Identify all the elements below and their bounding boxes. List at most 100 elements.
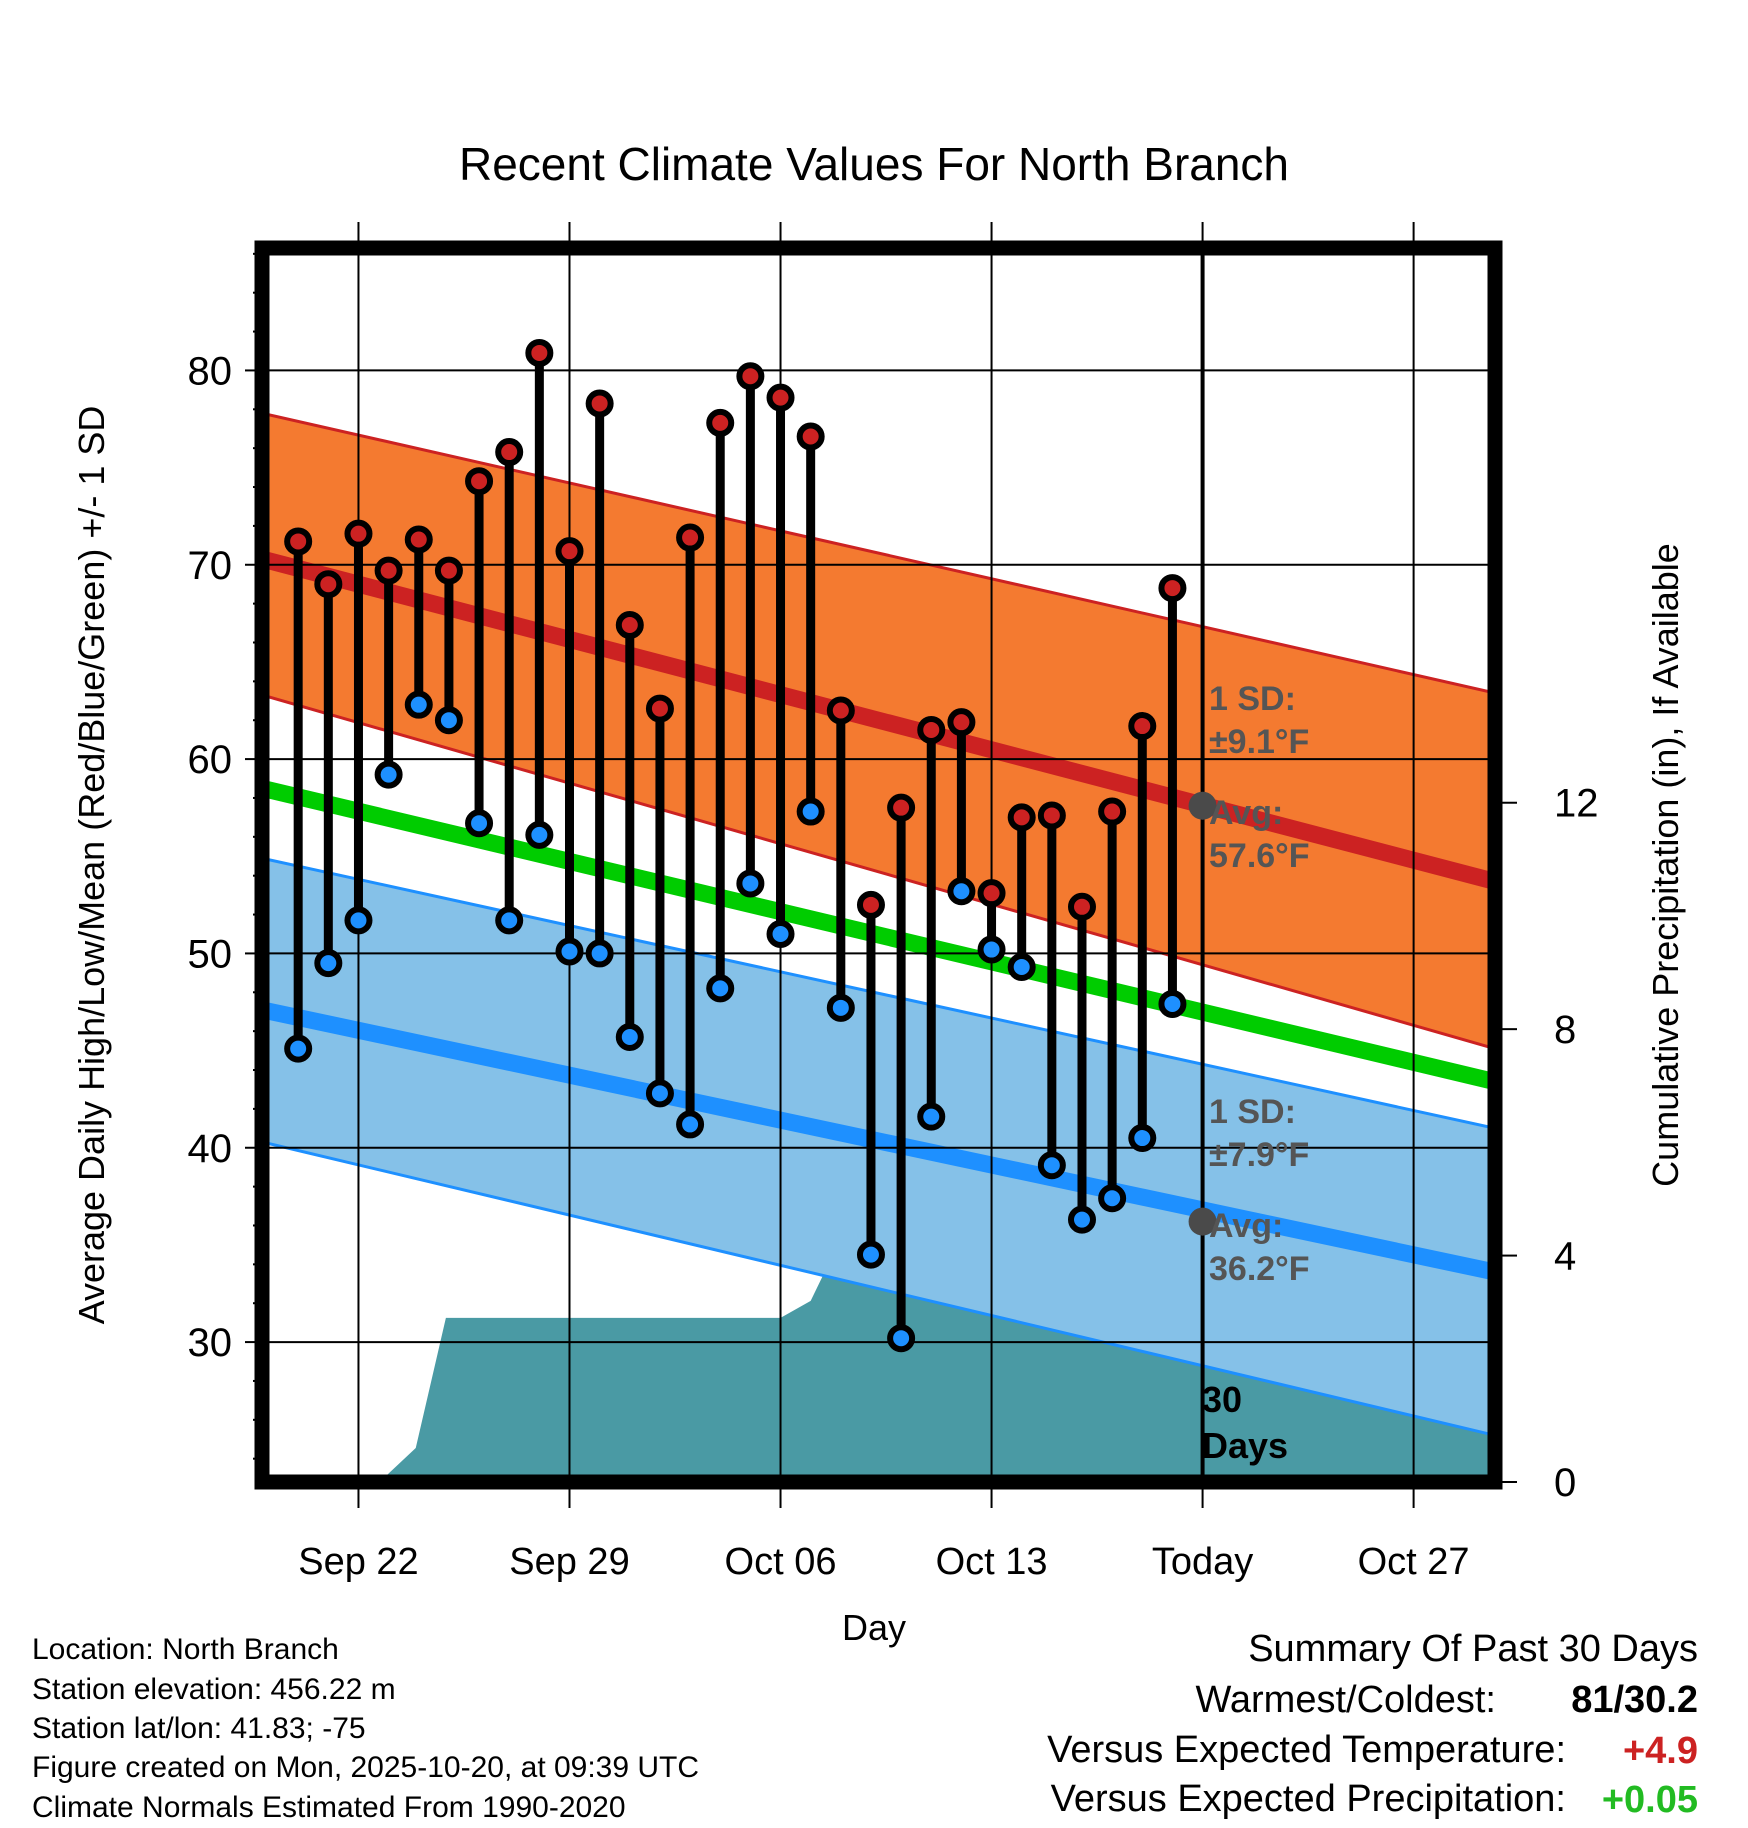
daily-low-point (374, 760, 403, 789)
summary-precip-label: Versus Expected Precipitation: (1051, 1778, 1566, 1820)
daily-high-point (947, 708, 976, 737)
daily-low-point (947, 877, 976, 906)
low-sd-label: 1 SD: (1209, 1093, 1296, 1131)
daily-low-point (1158, 989, 1187, 1018)
daily-high-point (645, 694, 674, 723)
daily-low-point (977, 935, 1006, 964)
x-tick-label: Oct 13 (936, 1541, 1048, 1583)
daily-low-point (736, 869, 765, 898)
daily-high-point (1098, 797, 1127, 826)
daily-high-point (766, 383, 795, 412)
daily-low-point (615, 1022, 644, 1051)
daily-high-point (284, 527, 313, 556)
chart-title: Recent Climate Values For North Branch (459, 138, 1289, 190)
high-sd-value: ±9.1°F (1209, 723, 1309, 761)
low-sd-value: ±7.9°F (1209, 1136, 1309, 1174)
daily-high-point (344, 519, 373, 548)
daily-low-point (314, 949, 343, 978)
normal-high-line (262, 550, 1495, 890)
high-sd-label: 1 SD: (1209, 680, 1296, 718)
daily-high-point (1067, 892, 1096, 921)
daily-low-point (344, 906, 373, 935)
daily-low-point (585, 939, 614, 968)
daily-high-point (495, 438, 524, 467)
daily-low-point (434, 706, 463, 735)
daily-high-point (796, 422, 825, 451)
daily-low-point (495, 906, 524, 935)
daily-low-point (826, 993, 855, 1022)
y-axis-left-label: Average Daily High/Low/Mean (Red/Blue/Gr… (71, 406, 112, 1325)
footer-created: Figure created on Mon, 2025-10-20, at 09… (32, 1751, 699, 1784)
y-right-tick-label: 8 (1554, 1008, 1576, 1052)
summary-title: Summary Of Past 30 Days (1248, 1628, 1698, 1670)
daily-low-point (404, 690, 433, 719)
normal-low-line (262, 1001, 1495, 1281)
daily-low-point (1128, 1124, 1157, 1153)
y-right-tick-label: 12 (1554, 782, 1599, 826)
footer-normals: Climate Normals Estimated From 1990-2020 (32, 1791, 626, 1824)
daily-low-point (1067, 1205, 1096, 1234)
summary-warm-cold-label: Warmest/Coldest: (1195, 1679, 1496, 1721)
daily-high-point (615, 611, 644, 640)
daily-low-point (766, 919, 795, 948)
daily-low-point (284, 1034, 313, 1063)
x-tick-label: Today (1152, 1541, 1253, 1583)
summary-precip-value: +0.05 (1602, 1779, 1698, 1821)
y-left-tick-label: 30 (188, 1321, 233, 1365)
daily-high-point (1007, 803, 1036, 832)
daily-points (284, 338, 1187, 1353)
x-tick-label: Sep 22 (298, 1541, 418, 1583)
daily-high-point (434, 556, 463, 585)
daily-high-point (736, 362, 765, 391)
daily-low-point (856, 1240, 885, 1269)
daily-low-point (645, 1079, 674, 1108)
axis-ticks: 30 40 50 60 70 80 0 4 8 12 Sep 22 Sep 29 Oct 06 Oct 1… (188, 222, 1599, 1583)
daily-high-point (856, 890, 885, 919)
y-axis-right-label: Cumulative Precipitation (in), If Availa… (1645, 543, 1686, 1187)
daily-low-point (917, 1102, 946, 1131)
window-label-days: Days (1202, 1425, 1288, 1466)
y-right-tick-label: 4 (1554, 1235, 1576, 1279)
y-left-tick-label: 60 (188, 738, 233, 782)
daily-high-point (404, 525, 433, 554)
y-right-tick-label: 0 (1554, 1461, 1576, 1505)
daily-low-point (555, 937, 584, 966)
daily-low-point (465, 809, 494, 838)
y-left-tick-label: 50 (188, 932, 233, 976)
daily-high-point (917, 715, 946, 744)
daily-high-point (374, 556, 403, 585)
daily-high-point (314, 570, 343, 599)
x-tick-label: Sep 29 (509, 1541, 629, 1583)
low-avg-value: 36.2°F (1209, 1250, 1310, 1288)
footer-elevation: Station elevation: 456.22 m (32, 1673, 396, 1706)
normal-mean-line (262, 779, 1495, 1090)
daily-high-point (887, 793, 916, 822)
daily-low-point (706, 974, 735, 1003)
high-avg-value: 57.6°F (1209, 837, 1310, 875)
daily-high-point (465, 467, 494, 496)
low-avg-label: Avg: (1209, 1207, 1283, 1245)
daily-low-point (525, 820, 554, 849)
daily-high-point (826, 696, 855, 725)
window-label-count: 30 (1202, 1379, 1242, 1420)
daily-high-point (1158, 574, 1187, 603)
x-axis-label: Day (842, 1607, 906, 1648)
plot-area (262, 248, 1495, 1482)
y-left-tick-label: 70 (188, 544, 233, 588)
footer-latlon: Station lat/lon: 41.83; -75 (32, 1712, 366, 1745)
daily-high-point (676, 523, 705, 552)
daily-high-point (1128, 712, 1157, 741)
today-low-avg-marker (1188, 1207, 1217, 1236)
daily-low-point (1007, 953, 1036, 982)
summary-temp-value: +4.9 (1623, 1730, 1698, 1772)
summary-temp-label: Versus Expected Temperature: (1047, 1729, 1566, 1771)
daily-high-point (555, 537, 584, 566)
daily-low-point (676, 1110, 705, 1139)
daily-high-point (1037, 801, 1066, 830)
y-left-tick-label: 80 (188, 349, 233, 393)
today-high-avg-marker (1188, 791, 1217, 820)
x-tick-label: Oct 27 (1358, 1541, 1470, 1583)
y-left-tick-label: 40 (188, 1127, 233, 1171)
daily-low-point (1037, 1151, 1066, 1180)
